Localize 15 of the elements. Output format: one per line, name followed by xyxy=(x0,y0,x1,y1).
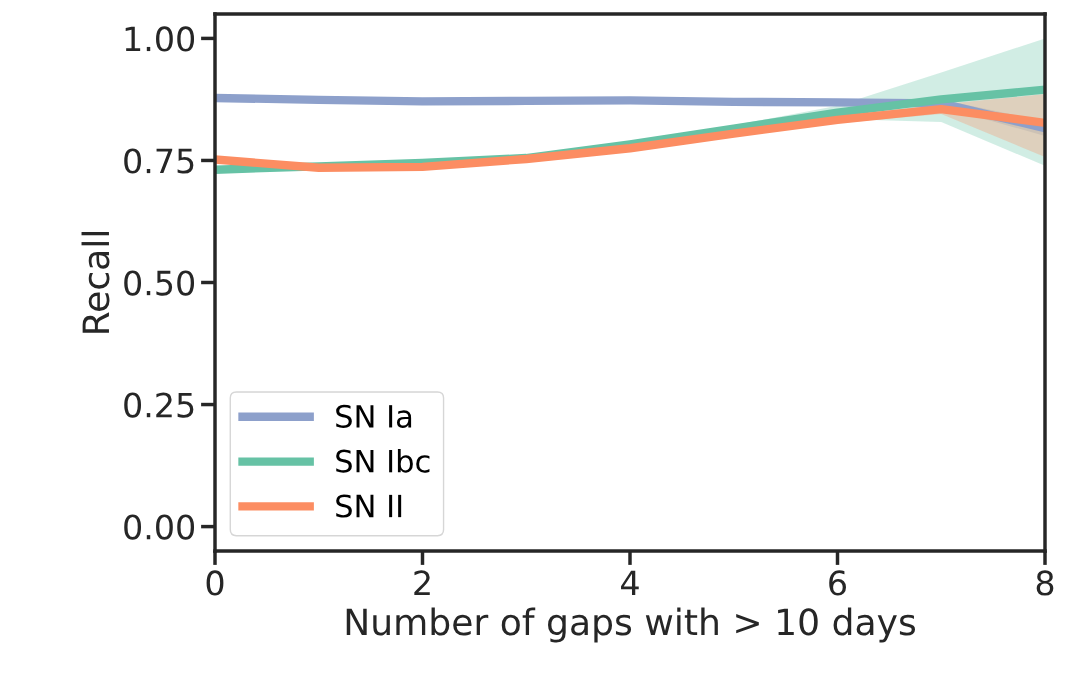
x-tick-label: 2 xyxy=(414,570,430,596)
legend-label: SN II xyxy=(336,494,402,518)
y-tick-label: 0.00 xyxy=(124,514,195,540)
y-tick-label: 0.50 xyxy=(124,270,195,296)
x-tick-label: 0 xyxy=(206,570,224,596)
legend-label: SN Ia xyxy=(336,404,412,428)
y-axis-title: Recall xyxy=(81,232,110,333)
y-tick-label: 0.25 xyxy=(124,392,194,418)
legend-label: SN Ibc xyxy=(336,449,430,473)
y-tick-label: 1.00 xyxy=(125,26,195,52)
x-tick-label: 4 xyxy=(621,570,639,596)
x-axis-title: Number of gaps with > 10 days xyxy=(346,607,916,643)
x-tick-label: 8 xyxy=(1036,570,1054,596)
y-tick-label: 0.75 xyxy=(124,148,194,174)
x-tick-label: 6 xyxy=(829,570,847,596)
